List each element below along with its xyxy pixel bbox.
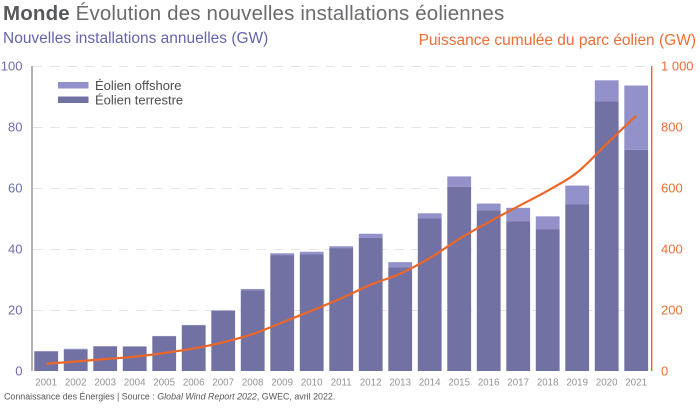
svg-text:80: 80: [8, 119, 22, 134]
svg-text:2004: 2004: [124, 377, 146, 388]
svg-text:2011: 2011: [331, 377, 352, 388]
svg-text:2007: 2007: [212, 377, 234, 388]
svg-text:600: 600: [661, 180, 683, 195]
svg-text:Nouvelles installations annuel: Nouvelles installations annuelles (GW): [3, 30, 268, 47]
svg-text:2003: 2003: [94, 377, 116, 388]
svg-text:2017: 2017: [507, 377, 529, 388]
svg-text:100: 100: [1, 58, 23, 73]
svg-text:2014: 2014: [419, 377, 441, 388]
svg-text:2005: 2005: [153, 377, 175, 388]
svg-text:2006: 2006: [183, 377, 205, 388]
svg-text:2019: 2019: [566, 377, 588, 388]
svg-text:200: 200: [661, 302, 683, 317]
svg-text:400: 400: [661, 241, 683, 256]
svg-text:2008: 2008: [242, 377, 264, 388]
svg-text:Connaissance des Énergies | So: Connaissance des Énergies | Source : Glo…: [4, 392, 335, 402]
svg-text:800: 800: [661, 119, 683, 134]
svg-text:0: 0: [661, 363, 668, 378]
svg-text:2001: 2001: [35, 377, 57, 388]
svg-text:2016: 2016: [478, 377, 500, 388]
svg-text:2020: 2020: [596, 377, 618, 388]
svg-text:2012: 2012: [360, 377, 382, 388]
svg-text:0: 0: [15, 363, 22, 378]
svg-text:2015: 2015: [448, 377, 470, 388]
svg-text:1 000: 1 000: [661, 58, 694, 73]
svg-text:60: 60: [8, 180, 22, 195]
svg-text:Éolien terrestre: Éolien terrestre: [95, 93, 183, 108]
svg-text:2018: 2018: [537, 377, 559, 388]
svg-text:20: 20: [8, 302, 22, 317]
svg-text:40: 40: [8, 241, 22, 256]
svg-text:2010: 2010: [301, 377, 323, 388]
svg-text:2009: 2009: [271, 377, 293, 388]
svg-text:Monde Évolution des nouvelles: Monde Évolution des nouvelles installati…: [3, 2, 504, 25]
svg-text:Puissance cumulée du parc éoli: Puissance cumulée du parc éolien (GW): [419, 32, 696, 49]
svg-text:2013: 2013: [389, 377, 411, 388]
svg-text:2021: 2021: [625, 377, 647, 388]
svg-text:2002: 2002: [65, 377, 87, 388]
svg-text:Éolien offshore: Éolien offshore: [95, 78, 182, 93]
